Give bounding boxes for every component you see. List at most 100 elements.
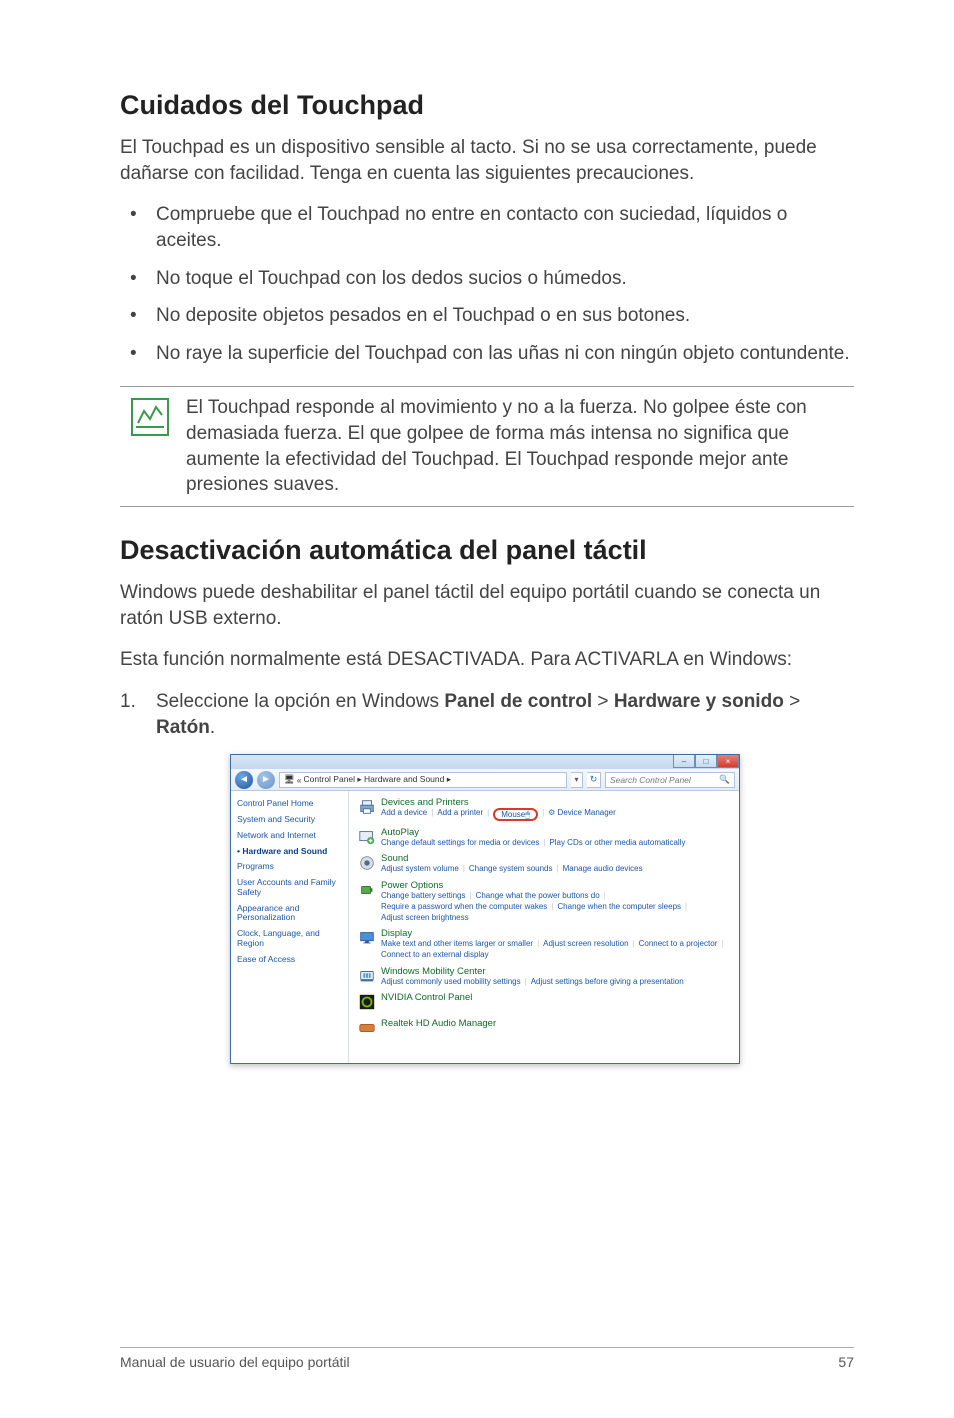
category-link[interactable]: Change what the power buttons do	[476, 891, 600, 900]
nvidia-icon	[357, 992, 377, 1012]
forward-button[interactable]: ►	[257, 771, 275, 789]
category-links: Add a device | Add a printer | Mouse 🖱 | ⚙ Dev…	[381, 808, 731, 821]
category-title[interactable]: NVIDIA Control Panel	[381, 992, 731, 1003]
steps-list: 1. Seleccione la opción en Windows Panel…	[120, 689, 854, 740]
heading-touchpad-care: Cuidados del Touchpad	[120, 90, 854, 121]
realtek-icon	[357, 1018, 377, 1038]
category-title[interactable]: Power Options	[381, 880, 731, 891]
category-link[interactable]: Adjust screen brightness	[381, 913, 469, 922]
toolbar: ◄ ► 🖥 « Control Panel ▸ Hardware and Sou…	[231, 769, 739, 791]
category-row: Power OptionsChange battery settings|Cha…	[357, 880, 731, 923]
main-panel: Devices and PrintersAdd a device | Add a p…	[349, 791, 739, 1063]
category-link[interactable]: Make text and other items larger or smal…	[381, 939, 533, 948]
sidebar-item-home[interactable]: Control Panel Home	[237, 799, 342, 809]
category-link[interactable]: Adjust system volume	[381, 864, 459, 873]
category-link[interactable]: Connect to a projector	[639, 939, 718, 948]
sidebar: Control Panel Home System and Security N…	[231, 791, 349, 1063]
link-separator: |	[537, 939, 539, 948]
refresh-button[interactable]: ↻	[587, 772, 601, 788]
link-separator: |	[633, 939, 635, 948]
page-number: 57	[838, 1354, 854, 1370]
link-separator: |	[685, 902, 687, 911]
sidebar-item-users[interactable]: User Accounts and Family Safety	[237, 878, 342, 898]
category-link[interactable]: Add a device	[381, 808, 427, 821]
step-text-pre: Seleccione la opción en Windows	[156, 691, 444, 712]
link-separator: |	[463, 864, 465, 873]
power-icon	[357, 880, 377, 900]
list-item: No raye la superficie del Touchpad con l…	[120, 341, 854, 367]
sidebar-item-network[interactable]: Network and Internet	[237, 831, 342, 841]
category-row: AutoPlayChange default settings for medi…	[357, 827, 731, 847]
search-icon: 🔍	[719, 774, 730, 785]
link-separator: |	[543, 838, 545, 847]
search-input[interactable]: Search Control Panel 🔍	[605, 772, 735, 788]
category-row: SoundAdjust system volume | Change system …	[357, 853, 731, 873]
search-placeholder: Search Control Panel	[610, 775, 691, 785]
category-links: Adjust system volume | Change system sound…	[381, 864, 731, 873]
category-link[interactable]: Change system sounds	[469, 864, 553, 873]
page-footer: Manual de usuario del equipo portátil 57	[120, 1347, 854, 1370]
step-sep: >	[784, 691, 800, 712]
intro-paragraph: El Touchpad es un dispositivo sensible a…	[120, 135, 854, 186]
category-row: Windows Mobility CenterAdjust commonly u…	[357, 966, 731, 986]
category-links: Change default settings for media or dev…	[381, 838, 731, 847]
breadcrumb-pre: «	[297, 775, 302, 785]
minimize-button[interactable]: –	[673, 754, 695, 768]
sidebar-item-clock[interactable]: Clock, Language, and Region	[237, 929, 342, 949]
step-text-post: .	[210, 717, 215, 738]
breadcrumb-dropdown[interactable]: ▾	[571, 772, 583, 788]
mouse-link-highlighted[interactable]: Mouse 🖱	[493, 808, 538, 821]
close-button[interactable]: ×	[717, 754, 739, 768]
back-button[interactable]: ◄	[235, 771, 253, 789]
category-title[interactable]: Display	[381, 928, 731, 939]
paragraph: Esta función normalmente está DESACTIVAD…	[120, 647, 854, 673]
link-separator: |	[604, 891, 606, 900]
link-separator: |	[721, 939, 723, 948]
maximize-button[interactable]: □	[695, 754, 717, 768]
display-icon	[357, 928, 377, 948]
category-row: NVIDIA Control Panel	[357, 992, 731, 1012]
category-link[interactable]: Adjust settings before giving a presenta…	[531, 977, 684, 986]
list-item: No toque el Touchpad con los dedos sucio…	[120, 266, 854, 292]
category-link[interactable]: Change default settings for media or dev…	[381, 838, 539, 847]
list-item: Compruebe que el Touchpad no entre en co…	[120, 202, 854, 253]
category-title[interactable]: Sound	[381, 853, 731, 864]
category-link[interactable]: ⚙ Device Manager	[548, 808, 616, 821]
sidebar-item-ease[interactable]: Ease of Access	[237, 955, 342, 965]
category-link[interactable]: Play CDs or other media automatically	[549, 838, 685, 847]
category-title[interactable]: Windows Mobility Center	[381, 966, 731, 977]
category-link[interactable]: Change when the computer sleeps	[557, 902, 681, 911]
step-bold: Ratón	[156, 717, 210, 738]
sidebar-item-programs[interactable]: Programs	[237, 862, 342, 872]
step-bold: Hardware y sonido	[614, 691, 784, 712]
mobility-icon	[357, 966, 377, 986]
step-number: 1.	[120, 689, 136, 715]
category-link[interactable]: Connect to an external display	[381, 950, 489, 959]
category-link[interactable]: Require a password when the computer wak…	[381, 902, 547, 911]
link-separator: |	[431, 808, 433, 821]
category-links: Change battery settings | Change what the …	[381, 891, 731, 923]
category-link[interactable]: Manage audio devices	[563, 864, 643, 873]
category-link[interactable]: Adjust screen resolution	[543, 939, 628, 948]
category-link[interactable]: Add a printer	[437, 808, 483, 821]
category-row: DisplayMake text and other items larger …	[357, 928, 731, 959]
sidebar-item-system[interactable]: System and Security	[237, 815, 342, 825]
note-box: El Touchpad responde al movimiento y no …	[120, 386, 854, 507]
category-title[interactable]: Realtek HD Audio Manager	[381, 1018, 731, 1029]
category-row: Devices and PrintersAdd a device | Add a p…	[357, 797, 731, 821]
printer-icon	[357, 797, 377, 817]
sidebar-item-appearance[interactable]: Appearance and Personalization	[237, 904, 342, 924]
link-separator: |	[487, 808, 489, 821]
category-links: Adjust commonly used mobility settings|A…	[381, 977, 731, 986]
breadcrumb-text: Control Panel ▸ Hardware and Sound ▸	[304, 774, 451, 785]
paragraph: Windows puede deshabilitar el panel táct…	[120, 580, 854, 631]
folder-icon: 🖥	[284, 774, 295, 785]
category-title[interactable]: Devices and Printers	[381, 797, 731, 808]
sidebar-item-hardware[interactable]: Hardware and Sound	[237, 847, 342, 857]
category-title[interactable]: AutoPlay	[381, 827, 731, 838]
breadcrumb[interactable]: 🖥 « Control Panel ▸ Hardware and Sound ▸	[279, 772, 567, 788]
category-link[interactable]: Adjust commonly used mobility settings	[381, 977, 521, 986]
link-separator: |	[542, 808, 544, 821]
heading-auto-disable: Desactivación automática del panel tácti…	[120, 535, 854, 566]
category-link[interactable]: Change battery settings	[381, 891, 466, 900]
